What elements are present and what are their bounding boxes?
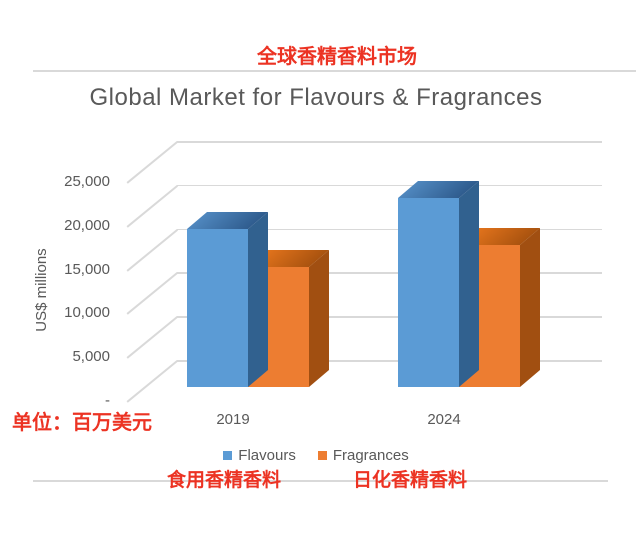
legend-item-fragrances: Fragrances xyxy=(317,447,409,464)
y-tick-label-0: - xyxy=(105,392,110,409)
y-tick-label-25000: 25,000 xyxy=(64,173,110,190)
bar-flavours-2024-front xyxy=(398,197,459,387)
legend-label-fragrances: Fragrances xyxy=(332,447,409,464)
gridline-5000 xyxy=(177,316,602,318)
bar-flavours-2019-front xyxy=(187,229,248,387)
gridline-depth-connector-0 xyxy=(126,360,178,403)
category-label-2024: 2024 xyxy=(427,411,461,428)
gridline-20000 xyxy=(177,184,602,187)
flavours-cn-annotation: 食用香精香料 xyxy=(167,470,282,491)
gridline-depth-connector-20000 xyxy=(126,184,178,228)
unit-annotation: 单位：百万美元 xyxy=(12,412,152,434)
legend-item-flavours: Flavours xyxy=(223,447,296,464)
bar-fragrances-2019-side xyxy=(309,250,329,387)
gridline-25000 xyxy=(177,141,602,143)
bottom-divider-line xyxy=(33,480,608,482)
category-label-2019: 2019 xyxy=(216,411,250,428)
top-divider-line xyxy=(33,70,636,72)
gridline-10000 xyxy=(177,272,602,274)
gridline-0 xyxy=(177,360,602,362)
y-tick-label-10000: 10,000 xyxy=(64,304,110,322)
y-tick-label-5000: 5,000 xyxy=(72,348,110,366)
gridline-depth-connector-15000 xyxy=(126,228,178,271)
flavours-swatch-icon xyxy=(223,451,233,460)
chart-title: Global Market for Flavours & Fragrances xyxy=(89,84,543,111)
fragrances-cn-annotation: 日化香精香料 xyxy=(353,470,468,491)
bar-flavours-2024-side xyxy=(459,180,479,387)
gridline-depth-connector-25000 xyxy=(126,141,178,184)
legend-label-flavours: Flavours xyxy=(238,447,296,464)
legend: Flavours Fragrances xyxy=(0,447,632,464)
chinese-title-annotation: 全球香精香料市场 xyxy=(257,46,417,68)
y-tick-label-20000: 20,000 xyxy=(64,216,110,234)
gridline-15000 xyxy=(177,228,602,231)
bar-fragrances-2024-side xyxy=(520,228,540,387)
gridline-depth-connector-5000 xyxy=(126,316,178,359)
fragrances-swatch-icon xyxy=(317,451,327,460)
bar-flavours-2019-side xyxy=(248,212,268,387)
gridline-depth-connector-10000 xyxy=(126,272,178,315)
y-tick-label-15000: 15,000 xyxy=(64,260,110,278)
